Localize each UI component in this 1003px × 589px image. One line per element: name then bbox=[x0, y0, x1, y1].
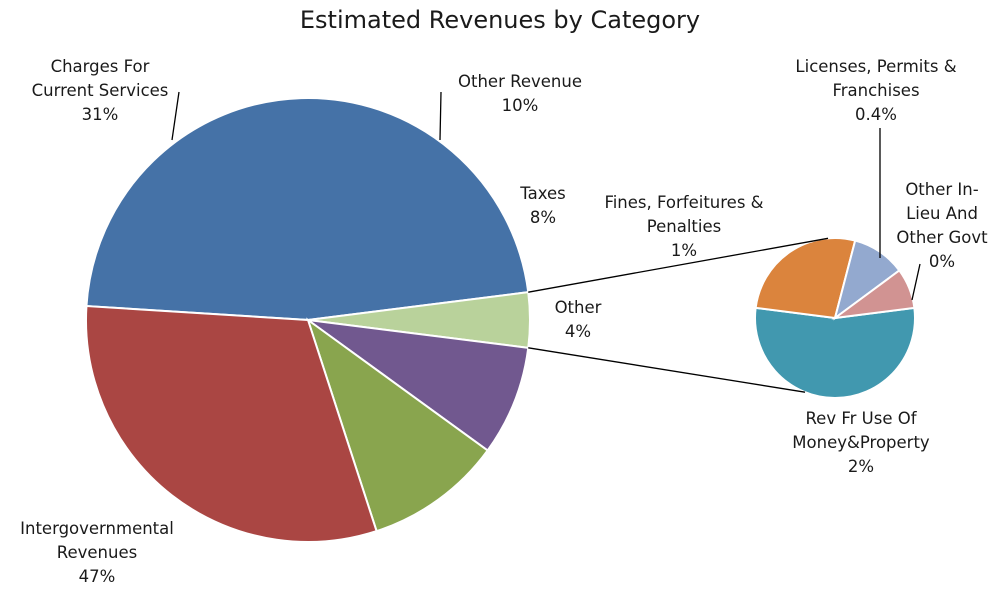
secondary-label-rev_money: Rev Fr Use Of Money&Property 2% bbox=[792, 409, 930, 476]
slice-label-line: Penalties bbox=[647, 217, 721, 236]
slice-percent: 31% bbox=[82, 105, 119, 124]
slice-label-line: Other In- bbox=[905, 180, 978, 199]
slice-percent: 0.4% bbox=[855, 105, 897, 124]
slice-label-line: Rev Fr Use Of bbox=[805, 409, 917, 428]
slice-percent: 10% bbox=[502, 96, 539, 115]
pie-connector-lines bbox=[528, 237, 829, 393]
secondary-slice-rev_money bbox=[754, 306, 916, 399]
slice-labels: Intergovernmental Revenues 47% Other 4% Taxes… bbox=[20, 57, 988, 586]
label-leader-line bbox=[439, 91, 442, 141]
connector-line-lower bbox=[528, 347, 806, 393]
slice-percent: 2% bbox=[848, 457, 874, 476]
slice-percent: 1% bbox=[671, 241, 697, 260]
slice-percent: 4% bbox=[565, 322, 591, 341]
label-leader-line bbox=[171, 91, 180, 141]
slice-label-line: Other Govt bbox=[896, 228, 988, 247]
slice-label-line: Fines, Forfeitures & bbox=[604, 193, 763, 212]
main-label-taxes: Taxes 8% bbox=[519, 184, 565, 227]
secondary-slice-fines bbox=[754, 237, 857, 320]
slice-label-line: Lieu And bbox=[906, 204, 978, 223]
main-label-other: Other 4% bbox=[555, 298, 602, 341]
slice-percent: 47% bbox=[79, 567, 116, 586]
main-label-other_revenue: Other Revenue 10% bbox=[439, 72, 582, 141]
secondary-label-in_lieu: Other In- Lieu And Other Govt 0% bbox=[896, 180, 988, 301]
main-slice-charges bbox=[85, 305, 378, 543]
connector-line-upper bbox=[528, 237, 829, 293]
main-slice-intergov bbox=[85, 97, 530, 322]
secondary-slice-in_lieu bbox=[831, 269, 916, 320]
slice-label-line: Current Services bbox=[32, 81, 169, 100]
main-slice-taxes bbox=[307, 319, 530, 452]
main-label-intergov: Intergovernmental Revenues 47% bbox=[20, 519, 174, 586]
slice-label-line: Licenses, Permits & bbox=[795, 57, 956, 76]
chart-title: Estimated Revenues by Category bbox=[300, 6, 700, 34]
slice-label-line: Other bbox=[555, 298, 602, 317]
main-slice-other_revenue bbox=[306, 317, 489, 533]
slice-label-line: Charges For bbox=[51, 57, 150, 76]
slice-label-line: Other Revenue bbox=[458, 72, 582, 91]
label-leader-line bbox=[911, 263, 921, 301]
slice-percent: 8% bbox=[530, 208, 556, 227]
slice-label-line: Taxes bbox=[519, 184, 565, 203]
secondary-label-fines: Fines, Forfeitures & Penalties 1% bbox=[604, 193, 763, 260]
secondary-label-licenses: Licenses, Permits & Franchises 0.4% bbox=[795, 57, 957, 258]
slice-label-line: Franchises bbox=[832, 81, 919, 100]
main-pie bbox=[85, 97, 531, 543]
slice-label-line: Money&Property bbox=[792, 433, 930, 452]
slice-label-line: Intergovernmental bbox=[20, 519, 174, 538]
slice-percent: 0% bbox=[929, 252, 955, 271]
secondary-pie bbox=[754, 237, 916, 399]
main-label-charges: Charges For Current Services 31% bbox=[32, 57, 180, 141]
slice-label-line: Revenues bbox=[57, 543, 137, 562]
